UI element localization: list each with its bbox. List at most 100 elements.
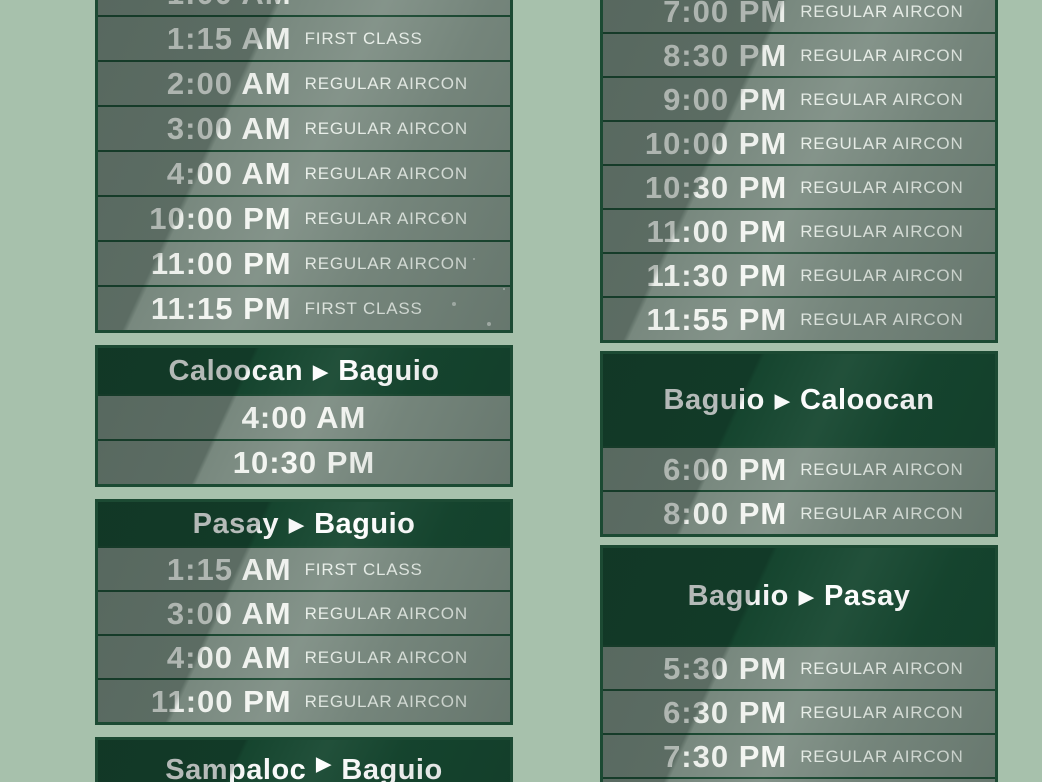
service-class-label: REGULAR AIRCON bbox=[304, 74, 468, 93]
service-class-label: FIRST CLASS bbox=[304, 29, 423, 48]
schedule-row: 6:00 PM REGULAR AIRCON bbox=[603, 446, 995, 490]
schedule-row: 9:00 PM REGULAR AIRCON bbox=[603, 76, 995, 120]
route-header: Caloocan ▶ Baguio bbox=[98, 348, 510, 394]
service-class-label: REGULAR AIRCON bbox=[304, 164, 468, 183]
service-class-label: REGULAR AIRCON bbox=[304, 119, 468, 138]
route-destination: Baguio bbox=[341, 754, 443, 782]
service-class-label: REGULAR AIRCON bbox=[800, 459, 964, 479]
departure-time: 7:30 PM bbox=[663, 738, 788, 774]
schedule-row: 10:00 PM REGULAR AIRCON bbox=[98, 195, 510, 240]
service-class-label: FIRST CLASS bbox=[304, 559, 423, 579]
route-origin: Baguio bbox=[687, 580, 789, 612]
departure-time: 1:15 AM bbox=[166, 21, 292, 56]
service-class-label: REGULAR AIRCON bbox=[305, 0, 510, 2]
arrow-right-icon: ▶ bbox=[798, 587, 815, 608]
schedule-row: 7:30 PM REGULAR AIRCON bbox=[603, 733, 995, 777]
service-class-label: REGULAR AIRCON bbox=[800, 45, 964, 65]
route-origin: Sampaloc bbox=[165, 754, 307, 782]
service-class-label: REGULAR AIRCON bbox=[304, 603, 468, 623]
schedule-row: 10:30 PM REGULAR AIRCON bbox=[603, 164, 995, 208]
route-destination: Baguio bbox=[314, 507, 416, 540]
schedule-row: 4:00 AM REGULAR AIRCON bbox=[98, 634, 510, 678]
service-class-label: REGULAR AIRCON bbox=[800, 177, 964, 197]
departure-time: 3:00 AM bbox=[166, 111, 292, 146]
service-class-label: REGULAR AIRCON bbox=[800, 702, 964, 722]
schedule-row: 8:00 PM REGULAR AIRCON bbox=[603, 490, 995, 534]
service-class-label: REGULAR AIRCON bbox=[800, 89, 964, 109]
schedule-row: 4:00 AM REGULAR AIRCON bbox=[98, 150, 510, 195]
service-class-label: REGULAR AIRCON bbox=[800, 503, 964, 523]
route-origin: Caloocan bbox=[168, 354, 304, 387]
schedule-row: 1:15 AM FIRST CLASS bbox=[98, 546, 510, 590]
left-schedule-column: 1:00 AM REGULAR AIRCON 1:15 AM FIRST CLA… bbox=[95, 0, 513, 782]
departure-time: 11:15 PM bbox=[150, 291, 292, 326]
schedule-row: 1:00 AM REGULAR AIRCON bbox=[98, 0, 510, 15]
schedule-row: 11:00 PM REGULAR AIRCON bbox=[603, 208, 995, 252]
schedule-row: 11:55 PM REGULAR AIRCON bbox=[603, 296, 995, 340]
departure-time: 10:30 PM bbox=[644, 169, 788, 205]
route-origin: Baguio bbox=[663, 383, 765, 416]
departure-time: 4:00 AM bbox=[166, 639, 292, 675]
service-class-label: REGULAR AIRCON bbox=[800, 658, 964, 678]
schedule-row: 6:30 PM REGULAR AIRCON bbox=[603, 689, 995, 733]
schedule-row: 11:15 PM FIRST CLASS bbox=[98, 285, 510, 330]
service-class-label: REGULAR AIRCON bbox=[304, 691, 468, 711]
departure-time: 1:15 AM bbox=[166, 551, 292, 587]
departure-time: 10:00 PM bbox=[644, 125, 788, 161]
arrow-right-icon: ▶ bbox=[313, 361, 329, 383]
schedule-row: 11:30 PM REGULAR AIRCON bbox=[603, 252, 995, 296]
route-destination: Pasay bbox=[824, 580, 911, 612]
departures-table-top-right: 7:00 PM REGULAR AIRCON 8:30 PM REGULAR A… bbox=[600, 0, 998, 343]
route-origin: Pasay bbox=[192, 507, 279, 540]
route-header: Sampaloc ▶ Baguio bbox=[98, 740, 510, 782]
departure-time: 11:00 PM bbox=[646, 213, 788, 249]
departure-time: 4:00 AM bbox=[241, 400, 367, 435]
departure-time: 9:00 PM bbox=[663, 81, 788, 117]
route-header: Pasay ▶ Baguio bbox=[98, 502, 510, 546]
departure-time: 6:00 PM bbox=[663, 451, 788, 487]
departure-time: 3:00 AM bbox=[166, 595, 292, 631]
departure-time: 10:00 PM bbox=[149, 201, 292, 236]
schedule-row: 10:00 PM REGULAR AIRCON bbox=[603, 120, 995, 164]
route-header: Baguio ▶ Caloocan bbox=[603, 354, 995, 446]
route-destination: Caloocan bbox=[799, 383, 935, 416]
arrow-right-icon: ▶ bbox=[316, 754, 332, 775]
departure-time: 8:30 PM bbox=[663, 37, 788, 73]
schedule-row: 3:00 AM REGULAR AIRCON bbox=[98, 590, 510, 634]
departure-time: 4:00 AM bbox=[166, 156, 292, 191]
departure-time: 11:00 PM bbox=[150, 683, 292, 719]
service-class-label: REGULAR AIRCON bbox=[800, 265, 964, 285]
arrow-right-icon: ▶ bbox=[774, 390, 790, 412]
service-class-label: REGULAR AIRCON bbox=[304, 209, 468, 228]
baguio-caloocan-table: Baguio ▶ Caloocan 6:00 PM REGULAR AIRCON… bbox=[600, 351, 998, 537]
departure-time: 11:30 PM bbox=[646, 257, 788, 293]
departure-time: 8:00 PM bbox=[663, 495, 788, 531]
schedule-row: 4:00 AM bbox=[98, 394, 510, 439]
pasay-baguio-table: Pasay ▶ Baguio 1:15 AM FIRST CLASS 3:00 … bbox=[95, 499, 513, 725]
route-destination: Baguio bbox=[338, 354, 440, 387]
departure-time: 10:30 PM bbox=[232, 445, 376, 480]
service-class-label: REGULAR AIRCON bbox=[304, 647, 468, 667]
sampaloc-baguio-table: Sampaloc ▶ Baguio bbox=[95, 737, 513, 782]
service-class-label: REGULAR AIRCON bbox=[800, 133, 964, 153]
schedule-row: 11:00 PM REGULAR AIRCON bbox=[98, 678, 510, 722]
service-class-label: FIRST CLASS bbox=[304, 299, 423, 318]
departure-time: 6:30 PM bbox=[663, 694, 788, 730]
departure-time: 11:00 PM bbox=[150, 246, 292, 281]
service-class-label: REGULAR AIRCON bbox=[800, 1, 964, 21]
caloocan-baguio-table: Caloocan ▶ Baguio 4:00 AM 10:30 PM bbox=[95, 345, 513, 487]
schedule-row: 11:00 PM REGULAR AIRCON bbox=[98, 240, 510, 285]
departures-table-top-left: 1:00 AM REGULAR AIRCON 1:15 AM FIRST CLA… bbox=[95, 0, 513, 333]
service-class-label: REGULAR AIRCON bbox=[800, 746, 964, 766]
schedule-row: 1:15 AM FIRST CLASS bbox=[98, 15, 510, 60]
baguio-pasay-table: Baguio ▶ Pasay 5:30 PM REGULAR AIRCON 6:… bbox=[600, 545, 998, 782]
departure-time: 1:00 AM bbox=[98, 0, 292, 9]
departure-time: 7:00 PM bbox=[663, 0, 788, 29]
route-header: Baguio ▶ Pasay bbox=[603, 548, 995, 645]
arrow-right-icon: ▶ bbox=[288, 514, 305, 536]
schedule-row: 10:30 PM bbox=[98, 439, 510, 484]
schedule-row: 8:30 PM REGULAR AIRCON bbox=[603, 32, 995, 76]
right-schedule-column: 7:00 PM REGULAR AIRCON 8:30 PM REGULAR A… bbox=[600, 0, 998, 782]
departure-time: 5:30 PM bbox=[663, 650, 788, 686]
